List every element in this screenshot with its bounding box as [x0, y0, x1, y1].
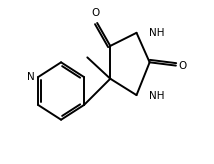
Text: O: O: [91, 8, 100, 18]
Text: N: N: [27, 72, 35, 82]
Text: NH: NH: [149, 91, 164, 101]
Text: O: O: [178, 61, 187, 71]
Text: NH: NH: [149, 28, 164, 38]
